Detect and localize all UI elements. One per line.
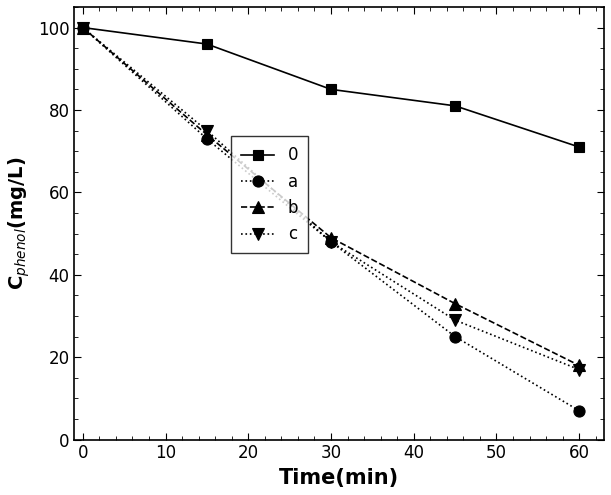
Line: a: a	[77, 22, 585, 416]
Legend: 0, a, b, c: 0, a, b, c	[231, 137, 309, 253]
a	[203, 136, 211, 142]
0	[452, 103, 459, 109]
b	[203, 132, 211, 138]
0	[576, 144, 583, 150]
c	[452, 317, 459, 323]
c	[203, 128, 211, 134]
c	[327, 239, 335, 245]
0	[79, 25, 86, 31]
Line: c: c	[77, 22, 585, 375]
0	[327, 87, 335, 93]
a	[452, 334, 459, 340]
a	[576, 408, 583, 414]
Y-axis label: C$_{phenol}$(mg/L): C$_{phenol}$(mg/L)	[7, 156, 32, 290]
0	[203, 41, 211, 47]
c	[576, 367, 583, 373]
b	[576, 362, 583, 368]
X-axis label: Time(min): Time(min)	[279, 468, 400, 488]
Line: b: b	[77, 22, 585, 371]
b	[79, 25, 86, 31]
c	[79, 25, 86, 31]
a	[79, 25, 86, 31]
Line: 0: 0	[78, 23, 584, 152]
a	[327, 239, 335, 245]
b	[327, 235, 335, 241]
b	[452, 300, 459, 306]
